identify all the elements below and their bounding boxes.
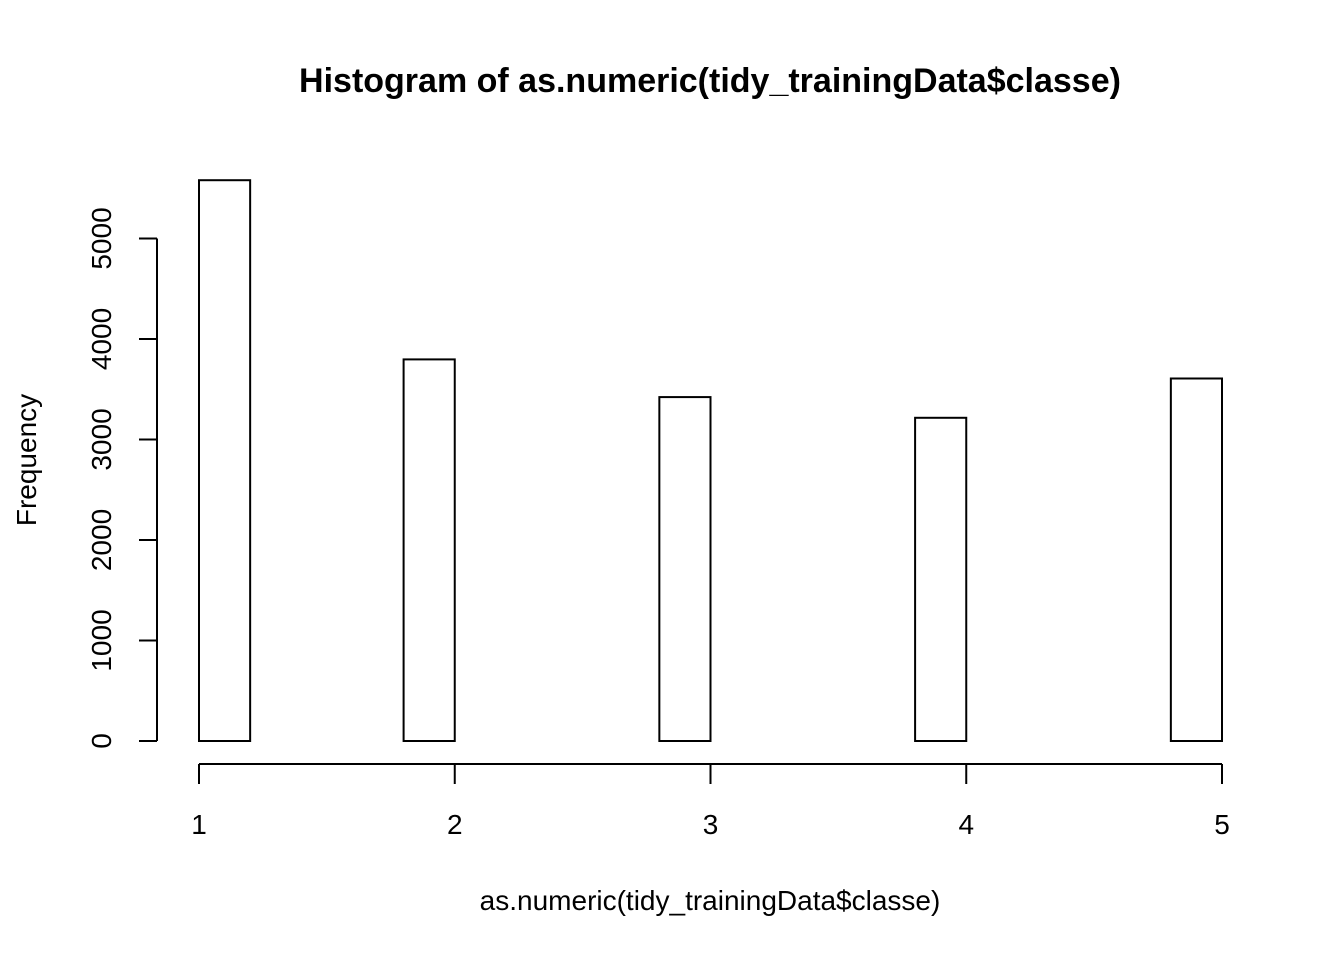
histogram-bar-10 — [658, 396, 712, 742]
y-axis: 0 1000 2000 3000 4000 5000 — [86, 207, 158, 749]
x-tick-label: 2 — [447, 809, 463, 840]
x-tick-label: 5 — [1214, 809, 1230, 840]
histogram-bar-20 — [1169, 377, 1223, 742]
histogram-bar-5 — [402, 358, 456, 742]
chart-title: Histogram of as.numeric(tidy_trainingDat… — [299, 62, 1121, 100]
histogram-bar-15 — [914, 416, 968, 742]
histogram-bar-1 — [198, 179, 252, 742]
y-tick-label: 5000 — [86, 207, 117, 269]
y-tick-label: 3000 — [86, 408, 117, 470]
y-tick-label: 4000 — [86, 308, 117, 370]
x-axis-label: as.numeric(tidy_trainingData$classe) — [480, 885, 941, 916]
bars-group — [198, 179, 1223, 742]
x-tick-label: 1 — [191, 809, 207, 840]
x-axis: 1 2 3 4 5 — [191, 763, 1230, 840]
y-tick-label: 1000 — [86, 609, 117, 671]
y-axis-label: Frequency — [11, 394, 42, 526]
x-tick-label: 3 — [703, 809, 719, 840]
y-tick-label: 0 — [86, 733, 117, 749]
x-tick-label: 4 — [958, 809, 974, 840]
y-tick-label: 2000 — [86, 509, 117, 571]
